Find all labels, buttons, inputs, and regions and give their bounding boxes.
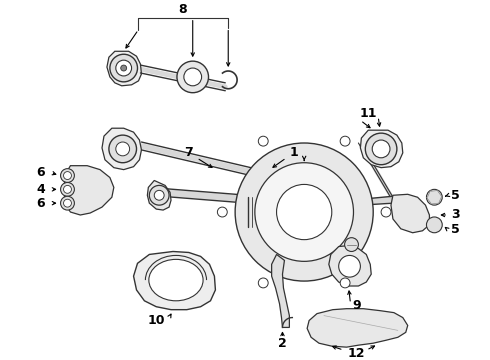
Polygon shape <box>248 161 361 260</box>
Circle shape <box>184 68 201 86</box>
Polygon shape <box>271 255 290 328</box>
Circle shape <box>344 238 358 252</box>
Polygon shape <box>107 51 142 86</box>
Circle shape <box>116 60 132 76</box>
Circle shape <box>218 207 227 217</box>
Text: 6: 6 <box>37 197 45 210</box>
Polygon shape <box>147 180 171 210</box>
Circle shape <box>109 135 137 163</box>
Circle shape <box>149 185 169 205</box>
Polygon shape <box>307 309 408 347</box>
Text: 11: 11 <box>360 107 377 120</box>
Circle shape <box>255 163 353 261</box>
Circle shape <box>381 207 391 217</box>
Text: 7: 7 <box>184 147 193 159</box>
Circle shape <box>61 183 74 196</box>
Circle shape <box>61 196 74 210</box>
Circle shape <box>110 54 138 82</box>
Polygon shape <box>360 130 403 168</box>
Circle shape <box>177 61 209 93</box>
Circle shape <box>426 217 442 233</box>
Polygon shape <box>102 128 142 170</box>
Text: 2: 2 <box>278 337 287 350</box>
Circle shape <box>258 278 268 288</box>
Polygon shape <box>65 166 114 215</box>
Text: 1: 1 <box>290 147 299 159</box>
Polygon shape <box>391 194 429 233</box>
Text: 5: 5 <box>451 189 460 202</box>
Circle shape <box>372 140 390 158</box>
Text: 3: 3 <box>451 208 460 221</box>
Circle shape <box>426 189 442 205</box>
Circle shape <box>121 65 126 71</box>
Text: 6: 6 <box>37 166 45 179</box>
Circle shape <box>340 136 350 146</box>
Polygon shape <box>134 252 216 310</box>
Text: 5: 5 <box>451 223 460 236</box>
Circle shape <box>61 168 74 183</box>
Circle shape <box>64 172 72 180</box>
Circle shape <box>258 136 268 146</box>
Circle shape <box>64 199 72 207</box>
Text: 9: 9 <box>352 299 361 312</box>
Text: 8: 8 <box>178 3 187 16</box>
Circle shape <box>340 278 350 288</box>
Circle shape <box>366 133 397 165</box>
Circle shape <box>116 142 130 156</box>
Circle shape <box>64 185 72 193</box>
Circle shape <box>235 143 373 281</box>
Text: 10: 10 <box>147 314 165 327</box>
Circle shape <box>154 190 164 200</box>
Ellipse shape <box>149 259 203 301</box>
Text: 12: 12 <box>348 347 365 360</box>
Text: 4: 4 <box>36 183 45 196</box>
Circle shape <box>276 184 332 240</box>
Polygon shape <box>329 246 371 286</box>
Circle shape <box>339 256 360 277</box>
